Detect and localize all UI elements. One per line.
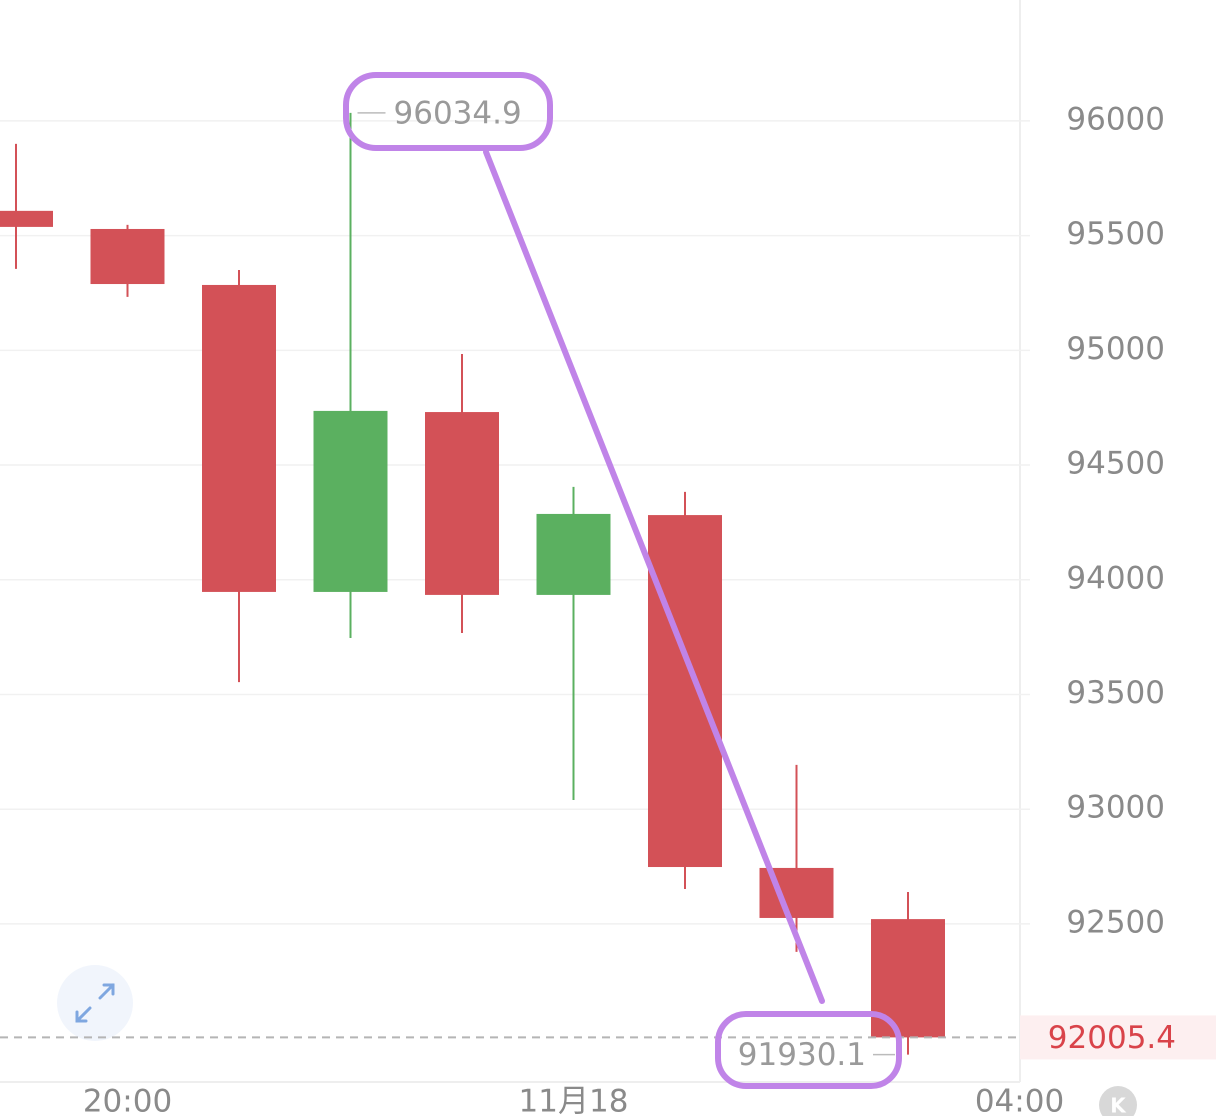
candle-body bbox=[90, 228, 165, 285]
markup-circle bbox=[343, 72, 553, 151]
candle-body bbox=[202, 284, 276, 592]
candle-body bbox=[425, 412, 499, 595]
candle-body bbox=[536, 513, 611, 595]
candle-body bbox=[0, 210, 53, 227]
markup-circle bbox=[715, 1011, 902, 1089]
candle bbox=[202, 270, 276, 683]
y-tick-label: 95000 bbox=[1066, 331, 1165, 367]
logo: K bbox=[1099, 1086, 1137, 1116]
y-tick-label: 92500 bbox=[1066, 904, 1165, 940]
last-price-label: 92005.4 bbox=[1048, 1020, 1176, 1056]
y-tick-label: 93000 bbox=[1066, 790, 1165, 826]
expand-button-bg bbox=[57, 965, 133, 1041]
x-tick-label: 04:00 bbox=[975, 1084, 1064, 1116]
candle bbox=[90, 224, 165, 297]
y-tick-label: 94000 bbox=[1066, 560, 1165, 596]
candle-body bbox=[313, 410, 388, 592]
candle bbox=[871, 892, 945, 1055]
grid bbox=[0, 120, 1030, 925]
candle bbox=[425, 354, 499, 634]
logo-text: K bbox=[1110, 1094, 1127, 1116]
y-tick-label: 96000 bbox=[1066, 101, 1165, 137]
candle-body bbox=[871, 919, 945, 1038]
candle bbox=[0, 143, 53, 269]
expand-icon bbox=[75, 983, 115, 1023]
min-annotation: 91930.1 bbox=[738, 1037, 866, 1073]
y-tick-label: 94500 bbox=[1066, 446, 1165, 482]
candle bbox=[536, 486, 611, 801]
x-tick-label: 11月18 bbox=[519, 1084, 629, 1116]
y-tick-label: 93500 bbox=[1066, 675, 1165, 711]
y-tick-label: 95500 bbox=[1066, 216, 1165, 252]
candle bbox=[313, 112, 388, 639]
candle bbox=[648, 491, 722, 890]
last-price-bg bbox=[1020, 1015, 1216, 1060]
markup-line bbox=[483, 149, 825, 1004]
expand-button[interactable] bbox=[57, 965, 133, 1041]
x-tick-label: 20:00 bbox=[83, 1084, 172, 1116]
candle-body bbox=[648, 515, 722, 868]
max-annotation: 96034.9 bbox=[394, 95, 522, 131]
logo-bg bbox=[1099, 1086, 1137, 1116]
